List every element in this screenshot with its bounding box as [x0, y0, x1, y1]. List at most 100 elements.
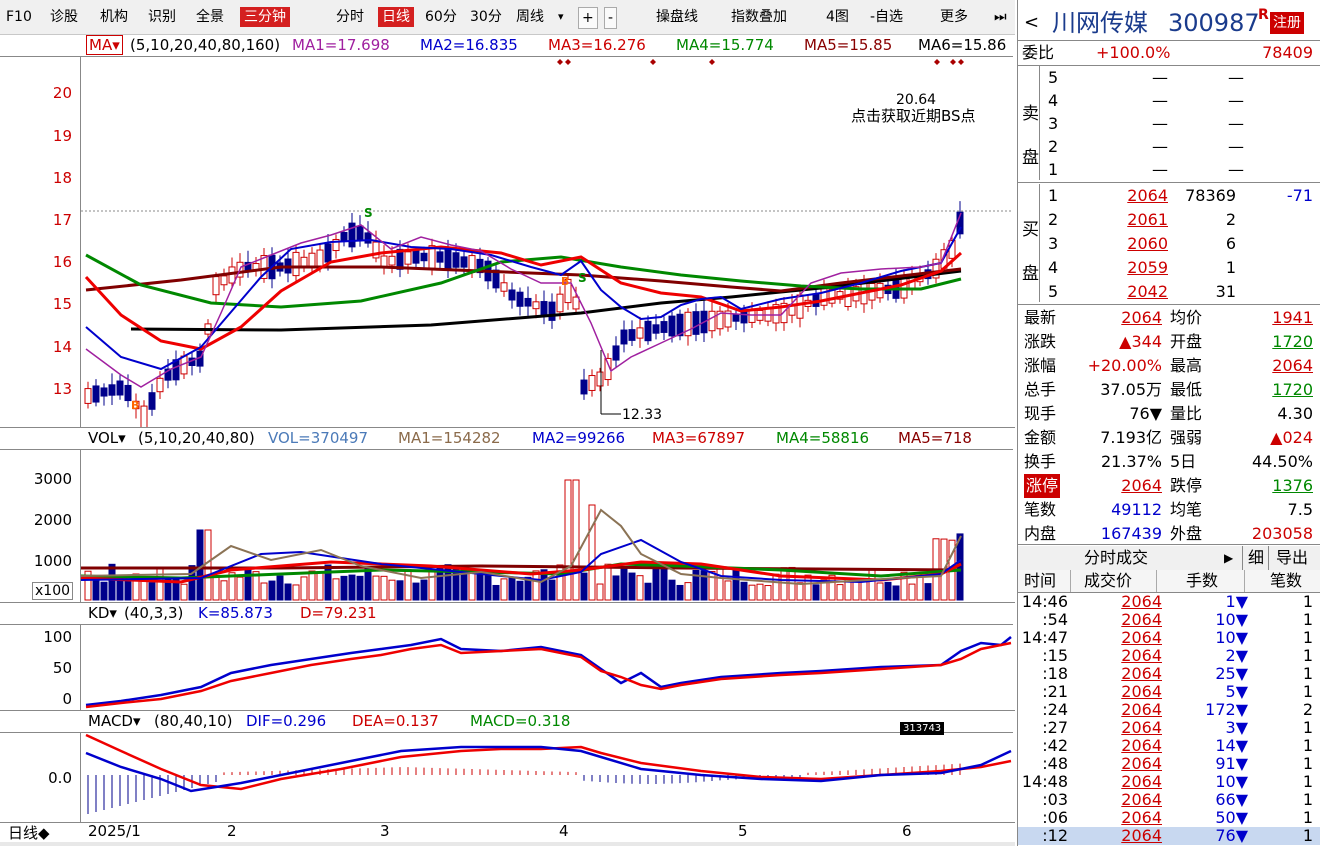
operation-line-button[interactable]: 操盘线 — [656, 9, 698, 25]
sell-level-row: 4 — — — [1048, 91, 1244, 110]
x-label: 5 — [738, 822, 748, 840]
vol-tick-2000: 2000 — [33, 511, 72, 529]
kd-canvas[interactable] — [81, 625, 1013, 710]
three-minute-button[interactable]: 三分钟 — [240, 7, 290, 27]
buy-level-row: 5 2042 31 — [1048, 282, 1236, 301]
trades-tabbar: 分时成交 ▶ 细 导出 — [1018, 546, 1320, 570]
daily-button[interactable]: 日线 — [378, 7, 414, 27]
vol-ma4: MA4=58816 — [776, 429, 870, 447]
volume-canvas[interactable] — [81, 450, 1013, 602]
f10-button[interactable]: F10 — [6, 9, 32, 25]
more-button[interactable]: 更多 — [940, 9, 968, 25]
trade-row[interactable]: :06 2064 50▼ 1 — [1042, 808, 1313, 827]
kd-tick-100: 100 — [43, 628, 72, 646]
buy-level-row: 1 2064 78369 -71 — [1048, 186, 1313, 205]
trade-row[interactable]: :18 2064 25▼ 1 — [1042, 664, 1313, 683]
play-icon[interactable]: ▶ — [1224, 551, 1234, 565]
ma-selector[interactable]: MA▾ — [86, 35, 123, 55]
trade-row[interactable]: :21 2064 5▼ 1 — [1042, 682, 1313, 701]
x-axis: 日线◆ 2025/1 2 3 4 5 6 — [0, 822, 1015, 843]
stat-row: 现手 76▼ 量比 4.30 — [1024, 404, 1313, 423]
vol-value: VOL=370497 — [268, 429, 368, 447]
vol-params: (5,10,20,40,80) — [138, 429, 255, 447]
detail-tab[interactable]: 细 — [1248, 548, 1265, 567]
trade-row[interactable]: 14:47 2064 10▼ 1 — [1021, 628, 1313, 647]
dif-label: DIF=0.296 — [246, 712, 327, 730]
sell-mark: S — [364, 206, 373, 220]
buy-mark: B — [131, 399, 139, 412]
stat-row: 笔数 49112 均笔 7.5 — [1024, 500, 1313, 519]
y-tick-15: 15 — [52, 295, 72, 313]
buy-side-label: 买盘 — [1022, 220, 1039, 284]
four-chart-button[interactable]: 4图 — [826, 9, 849, 25]
trade-row[interactable]: :48 2064 91▼ 1 — [1042, 754, 1313, 773]
register-badge: 注册 — [1270, 12, 1304, 34]
trade-row[interactable]: :24 2064 172▼ 2 — [1042, 700, 1313, 719]
ma1-label: MA1=17.698 — [292, 36, 390, 54]
trades-header: 时间 成交价 手数 笔数 — [1018, 570, 1320, 592]
vol-selector[interactable]: VOL▾ — [88, 429, 126, 447]
sell-mark: S — [578, 271, 587, 285]
trade-row[interactable]: :42 2064 14▼ 1 — [1042, 736, 1313, 755]
index-overlay-button[interactable]: 指数叠加 — [731, 9, 787, 25]
chart-toolbar: F10 诊股 机构 识别 全景 三分钟 分时 日线 60分 30分 周线 ▾ +… — [0, 0, 1015, 35]
skip-end-icon[interactable]: ⏭ — [994, 9, 1007, 25]
identify-button[interactable]: 识别 — [148, 9, 176, 25]
trade-row[interactable]: :27 2064 3▼ 1 — [1042, 718, 1313, 737]
stat-row: 换手 21.37% 5日 44.50% — [1024, 452, 1313, 471]
low-price-label: 12.33 — [622, 407, 662, 423]
macd-pane: MACD▾ (80,40,10) DIF=0.296 DEA=0.137 MAC… — [0, 710, 1015, 823]
trade-row[interactable]: :03 2064 66▼ 1 — [1042, 790, 1313, 809]
ma3-label: MA3=16.276 — [548, 36, 646, 54]
y-tick-18: 18 — [52, 169, 72, 187]
institution-button[interactable]: 机构 — [100, 9, 128, 25]
thirty-min-button[interactable]: 30分 — [470, 9, 502, 25]
kline-canvas[interactable]: 20.64 12.33 点击获取近期BS点 B B S S — [81, 57, 1013, 427]
stock-code: 300987 — [1168, 9, 1260, 37]
x-label: 2 — [227, 822, 237, 840]
ma-params: (5,10,20,40,80,160) — [130, 36, 281, 54]
panorama-button[interactable]: 全景 — [196, 9, 224, 25]
intraday-button[interactable]: 分时 — [336, 9, 364, 25]
buy-level-row: 4 2059 1 — [1048, 258, 1236, 277]
stock-name: 川网传媒 — [1052, 9, 1148, 37]
trade-row[interactable]: 14:46 2064 1▼ 1 — [1021, 592, 1313, 611]
buy-level-row: 2 2061 2 — [1048, 210, 1236, 229]
ma6-label: MA6=15.86 — [918, 36, 1007, 54]
sell-level-row: 3 — — — [1048, 114, 1244, 133]
sixty-min-button[interactable]: 60分 — [425, 9, 457, 25]
kd-tick-0: 0 — [62, 690, 72, 708]
weibi-row: 委比 +100.0% 78409 — [1022, 43, 1313, 62]
trade-row[interactable]: :54 2064 10▼ 1 — [1042, 610, 1313, 629]
zoom-out-button[interactable]: - — [604, 7, 618, 29]
x-label: 4 — [559, 822, 569, 840]
vol-ma2: MA2=99266 — [532, 429, 626, 447]
kd-params: (40,3,3) — [124, 604, 184, 622]
period-label[interactable]: 日线◆ — [8, 824, 50, 842]
vol-unit: x100 — [32, 582, 74, 600]
weekly-button[interactable]: 周线 — [516, 9, 544, 25]
bottom-tab-strip[interactable] — [0, 842, 1015, 846]
macd-selector[interactable]: MACD▾ — [88, 712, 141, 730]
macd-canvas[interactable] — [81, 733, 1013, 822]
vol-tick-1000: 1000 — [33, 552, 72, 570]
value-tooltip: 313743 — [900, 722, 945, 735]
trade-row[interactable]: :12 2064 76▼ 1 — [1018, 827, 1320, 845]
back-arrow-icon[interactable]: < — [1024, 12, 1040, 33]
intraday-trades-tab[interactable]: 分时成交 — [1084, 548, 1149, 567]
trade-row[interactable]: :15 2064 2▼ 1 — [1042, 646, 1313, 665]
stat-row: 金额 7.193亿 强弱 ▲024 — [1024, 428, 1313, 447]
macd-params: (80,40,10) — [154, 712, 233, 730]
x-label: 6 — [902, 822, 912, 840]
r-mark: R — [1258, 7, 1269, 23]
zoom-in-button[interactable]: + — [578, 7, 598, 29]
ma-header: MA▾ (5,10,20,40,80,160) MA1=17.698 MA2=1… — [0, 34, 1013, 56]
trade-row[interactable]: 14:48 2064 10▼ 1 — [1021, 772, 1313, 791]
export-button[interactable]: 导出 — [1276, 548, 1309, 567]
kd-selector[interactable]: KD▾ — [88, 604, 117, 622]
diagnose-button[interactable]: 诊股 — [50, 9, 78, 25]
watchlist-button[interactable]: -自选 — [870, 9, 904, 25]
stat-row: 涨幅 +20.00% 最高 2064 — [1024, 356, 1313, 375]
vol-ma1: MA1=154282 — [398, 429, 501, 447]
bs-hint: 点击获取近期BS点 — [851, 107, 976, 125]
